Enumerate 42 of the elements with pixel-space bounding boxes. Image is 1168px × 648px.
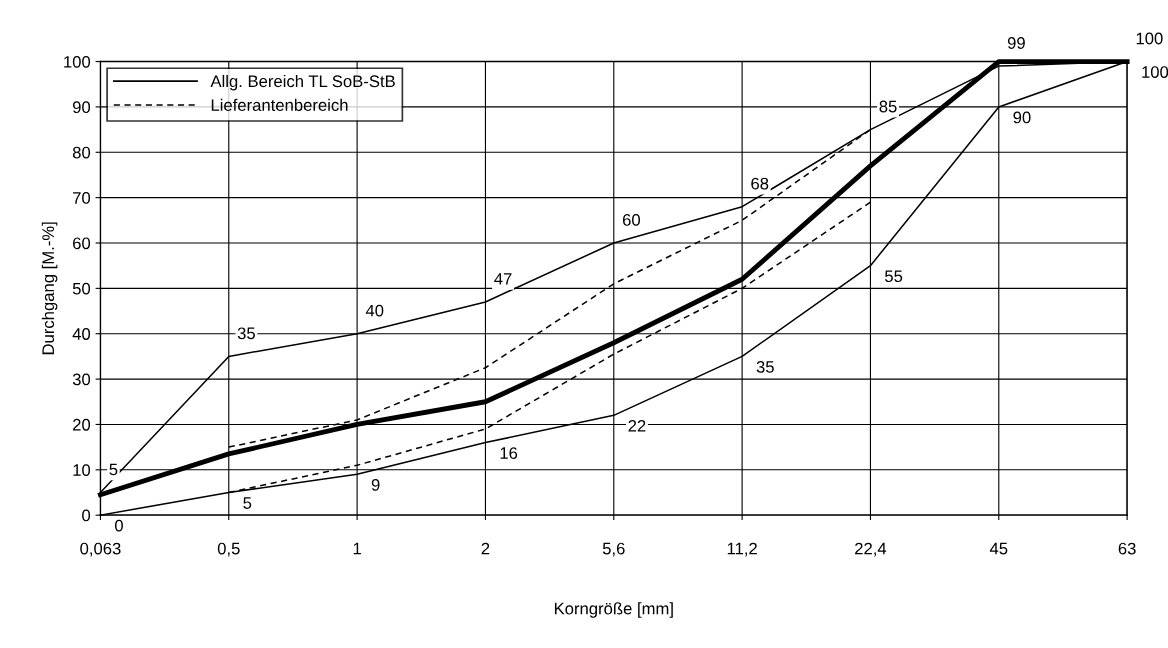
data-label: 55 bbox=[885, 270, 903, 283]
x-tick-label: 63 bbox=[1118, 542, 1136, 555]
y-tick-label: 40 bbox=[72, 328, 91, 340]
data-label: 40 bbox=[365, 304, 384, 317]
y-tick-label: 20 bbox=[73, 418, 91, 431]
x-tick-label: 1 bbox=[353, 542, 361, 555]
data-label: 16 bbox=[500, 447, 518, 459]
y-tick-label: 0 bbox=[82, 509, 91, 522]
data-label: 100 bbox=[1142, 66, 1168, 78]
data-label: 0 bbox=[114, 519, 123, 532]
x-axis-title: Korngröße [mm] bbox=[554, 602, 673, 618]
x-tick-label: 0,063 bbox=[80, 542, 121, 557]
y-tick-label: 90 bbox=[72, 101, 91, 114]
y-tick-label: 80 bbox=[72, 146, 91, 159]
x-tick-label: 5,6 bbox=[602, 542, 625, 557]
x-tick-label: 22,4 bbox=[855, 542, 887, 557]
y-tick-label: 60 bbox=[73, 237, 91, 250]
y-tick-label: 30 bbox=[72, 373, 91, 386]
data-label: 60 bbox=[622, 214, 640, 226]
data-label: 68 bbox=[751, 177, 769, 190]
legend-label: Allg. Bereich TL SoB-StB bbox=[210, 74, 395, 91]
data-label: 85 bbox=[879, 100, 897, 113]
data-label: 100 bbox=[1136, 32, 1163, 45]
data-label: 47 bbox=[494, 273, 512, 285]
y-tick-label: 100 bbox=[64, 55, 91, 68]
x-tick-label: 45 bbox=[989, 542, 1008, 555]
data-label: 90 bbox=[1013, 111, 1031, 124]
data-label: 99 bbox=[1007, 37, 1025, 49]
data-label: 9 bbox=[371, 478, 380, 491]
legend-label: Lieferantenbereich bbox=[211, 98, 348, 112]
data-label: 5 bbox=[109, 463, 118, 476]
y-tick-label: 70 bbox=[73, 192, 91, 204]
x-tick-label: 2 bbox=[481, 542, 490, 555]
data-label: 35 bbox=[237, 327, 255, 340]
x-tick-label: 0,5 bbox=[217, 542, 240, 557]
y-axis-title: Durchgang [M.-%] bbox=[41, 222, 58, 355]
data-label: 22 bbox=[628, 419, 646, 432]
data-label: 35 bbox=[756, 361, 774, 373]
x-tick-label: 11,2 bbox=[727, 542, 757, 557]
y-tick-label: 50 bbox=[72, 282, 91, 295]
data-label: 5 bbox=[243, 497, 252, 509]
y-tick-label: 10 bbox=[73, 464, 91, 476]
